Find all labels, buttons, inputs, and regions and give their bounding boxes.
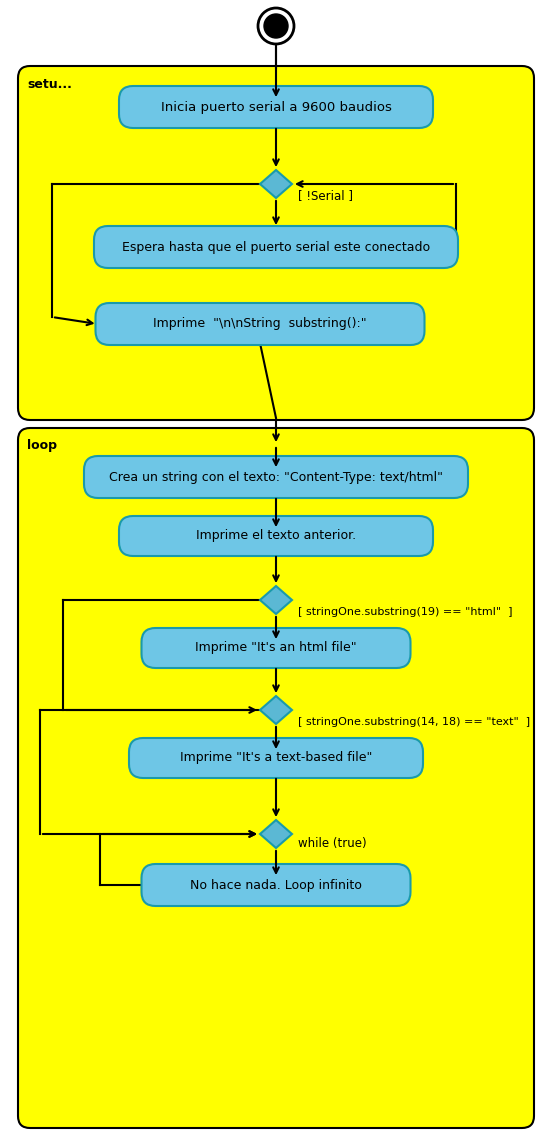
FancyBboxPatch shape xyxy=(94,226,458,268)
FancyBboxPatch shape xyxy=(141,864,411,906)
FancyBboxPatch shape xyxy=(84,456,468,497)
Text: Inicia puerto serial a 9600 baudios: Inicia puerto serial a 9600 baudios xyxy=(161,100,391,113)
Text: No hace nada. Loop infinito: No hace nada. Loop infinito xyxy=(190,879,362,891)
FancyBboxPatch shape xyxy=(18,66,534,420)
Text: Imprime "It's an html file": Imprime "It's an html file" xyxy=(195,641,357,655)
Text: Imprime el texto anterior.: Imprime el texto anterior. xyxy=(196,529,356,542)
FancyBboxPatch shape xyxy=(95,304,424,345)
FancyBboxPatch shape xyxy=(119,86,433,128)
Polygon shape xyxy=(260,586,292,614)
Text: loop: loop xyxy=(27,439,57,453)
Text: [ stringOne.substring(14, 18) == "text"  ]: [ stringOne.substring(14, 18) == "text" … xyxy=(298,717,530,727)
FancyBboxPatch shape xyxy=(119,516,433,556)
Polygon shape xyxy=(260,170,292,199)
Text: Imprime "It's a text-based file": Imprime "It's a text-based file" xyxy=(180,752,372,764)
Text: [ !Serial ]: [ !Serial ] xyxy=(298,189,353,202)
Text: setu...: setu... xyxy=(27,78,72,90)
FancyBboxPatch shape xyxy=(18,428,534,1128)
Polygon shape xyxy=(260,696,292,725)
Text: [ stringOne.substring(19) == "html"  ]: [ stringOne.substring(19) == "html" ] xyxy=(298,607,512,617)
Text: while (true): while (true) xyxy=(298,837,367,850)
FancyBboxPatch shape xyxy=(141,628,411,667)
Text: Espera hasta que el puerto serial este conectado: Espera hasta que el puerto serial este c… xyxy=(122,241,430,253)
Circle shape xyxy=(258,8,294,44)
Text: Imprime  "\n\nString  substring():": Imprime "\n\nString substring():" xyxy=(153,317,367,331)
Circle shape xyxy=(264,14,288,38)
Polygon shape xyxy=(260,820,292,848)
FancyBboxPatch shape xyxy=(129,738,423,778)
Text: Crea un string con el texto: "Content-Type: text/html": Crea un string con el texto: "Content-Ty… xyxy=(109,470,443,484)
